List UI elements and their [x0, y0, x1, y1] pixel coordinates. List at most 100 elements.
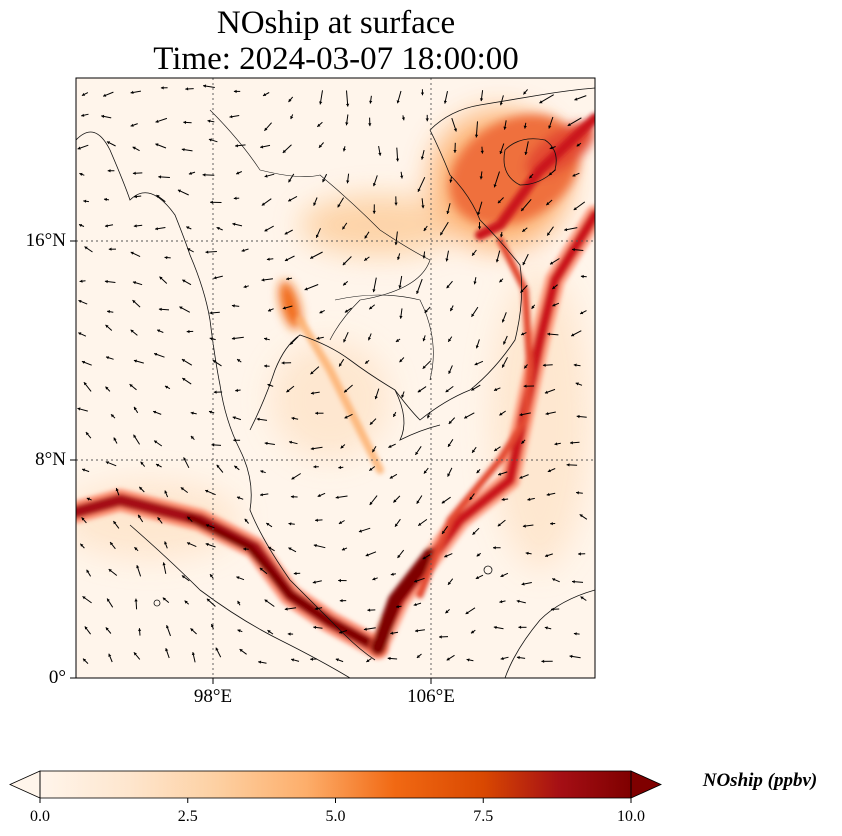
wind-vector-head — [268, 308, 272, 312]
wind-vector-head — [414, 579, 418, 583]
wind-vector-head — [579, 514, 583, 518]
wind-vector-head — [421, 205, 425, 209]
wind-vector-head — [105, 386, 109, 390]
wind-vector-head — [264, 599, 268, 603]
wind-vector-head — [264, 364, 267, 368]
wind-vector-head — [239, 649, 243, 652]
wind-vector-head — [365, 360, 369, 364]
colorbar-extend-high — [630, 770, 662, 799]
wind-vector-head — [133, 224, 137, 228]
wind-vector-head — [493, 625, 497, 630]
wind-vector-head — [453, 128, 457, 132]
wind-vector-head — [569, 654, 573, 659]
wind-vector-head — [393, 499, 397, 503]
wind-vector-head — [293, 571, 297, 576]
colorbar — [9, 770, 662, 803]
wind-vector-head — [472, 252, 475, 256]
wind-vector-head — [310, 657, 313, 661]
wind-vector-head — [288, 522, 292, 526]
plume-bangkok — [279, 280, 301, 330]
wind-vector-head — [210, 200, 213, 204]
wind-vector-head — [264, 228, 268, 232]
wind-vector-head — [499, 279, 503, 283]
wind-vector-head — [445, 610, 449, 614]
wind-vector-head — [516, 656, 520, 660]
wind-vector-head — [448, 443, 451, 447]
wind-vector-head — [500, 574, 504, 577]
wind-vector-head — [465, 611, 469, 614]
wind-vector-head — [550, 261, 554, 265]
wind-vector-head — [210, 624, 214, 628]
wind-vector-head — [519, 475, 523, 479]
concentration-field — [76, 110, 595, 659]
wind-vector-head — [422, 365, 426, 369]
wind-vector-head — [78, 300, 82, 303]
wind-vector-head — [446, 210, 450, 214]
wind-vector-head — [393, 413, 397, 417]
wind-vector-head — [85, 432, 89, 436]
wind-vector-head — [209, 410, 213, 414]
wind-vector-head — [132, 300, 136, 304]
wind-vector-head — [205, 542, 209, 547]
wind-vector-head — [130, 90, 134, 94]
wind-vector-head — [237, 359, 241, 363]
wind-vector-head — [476, 470, 480, 474]
wind-vector-head — [516, 599, 520, 603]
wind-vector-head — [310, 255, 314, 259]
wind-vector-head — [374, 396, 378, 400]
wind-vector-head — [420, 156, 424, 160]
wind-vector-head — [498, 472, 502, 476]
wind-vector-head — [234, 465, 238, 469]
wind-vector-head — [284, 607, 288, 611]
wind-vector-head — [183, 120, 187, 125]
wind-vector-head — [233, 438, 236, 442]
wind-vector-head — [497, 200, 501, 204]
wind-vector-head — [83, 658, 87, 662]
wind-vector-head — [503, 341, 507, 345]
wind-vector-head — [445, 258, 449, 262]
wind-vector-head — [315, 518, 318, 522]
wind-vector-head — [156, 195, 160, 198]
wind-vector-head — [153, 410, 157, 414]
wind-vector — [493, 171, 500, 188]
colorbar-tick-2-5: 2.5 — [177, 808, 198, 825]
wind-vector-head — [343, 282, 347, 286]
wind-vector-head — [340, 445, 344, 449]
wind-vector-head — [164, 490, 168, 494]
wind-vector-head — [313, 625, 317, 629]
wind-vector-head — [205, 524, 210, 528]
wind-vector-head — [477, 226, 482, 230]
wind-vector-head — [343, 339, 347, 343]
wind-vector-head — [399, 315, 403, 319]
wind-vector-head — [395, 158, 400, 162]
wind-vector-head — [235, 144, 238, 148]
wind-vector-head — [439, 635, 442, 639]
wind-vector-head — [446, 285, 450, 289]
wind-vector-head — [369, 501, 373, 505]
wind-vector-head — [493, 546, 496, 550]
wind-vector-head — [232, 416, 236, 420]
wind-vector-head — [372, 289, 376, 293]
wind-vector-head — [372, 449, 376, 453]
wind-vector-head — [413, 603, 417, 607]
wind-vector-head — [415, 451, 419, 455]
wind-vector-head — [233, 196, 237, 200]
wind-vector-head — [366, 659, 370, 662]
wind-vector-head — [576, 143, 580, 147]
wind-vector-head — [290, 495, 294, 499]
wind-vector-head — [473, 281, 477, 285]
wind-vector-head — [477, 212, 481, 215]
lon-tick-label-106: 106°E — [407, 686, 455, 707]
colorbar-extend-low — [9, 770, 41, 799]
wind-vector-head — [335, 658, 339, 662]
wind-vector-head — [208, 138, 212, 142]
wind-vector-head — [399, 359, 403, 363]
coast-sumatra — [129, 524, 351, 678]
wind-vector-head — [417, 188, 421, 192]
wind-vector-head — [317, 493, 321, 497]
plume-central-thailand — [300, 195, 460, 255]
wind-vector-head — [260, 493, 263, 497]
wind-vector-head — [369, 421, 373, 425]
wind-vector-head — [420, 92, 425, 96]
wind-vector-head — [81, 517, 85, 521]
